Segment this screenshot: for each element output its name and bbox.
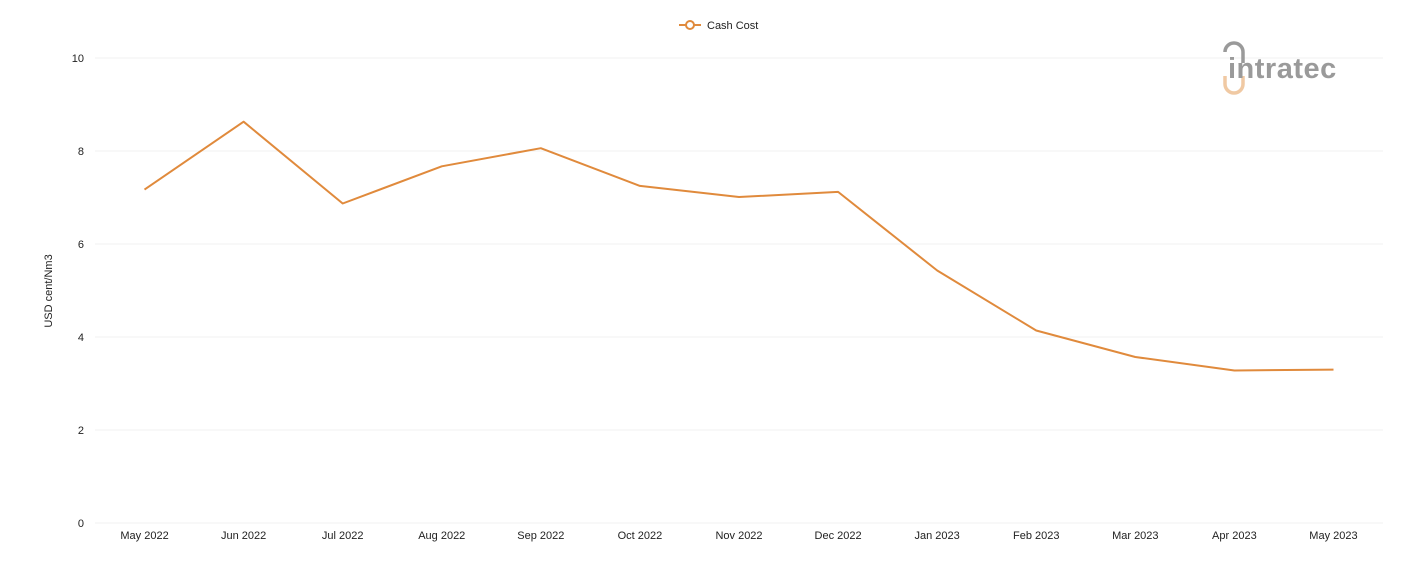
data-point[interactable] <box>931 265 943 277</box>
y-tick-label: 8 <box>78 146 84 158</box>
x-tick-label: Dec 2022 <box>815 530 862 542</box>
x-axis: May 2022 Jun 2022 Jul 2022 Aug 2022 Sep 2022… <box>120 530 1357 542</box>
data-point[interactable] <box>634 180 646 192</box>
legend[interactable]: Cash Cost <box>679 20 758 32</box>
data-point[interactable] <box>733 191 745 203</box>
legend-label: Cash Cost <box>707 20 758 32</box>
x-tick-label: Jan 2023 <box>915 530 960 542</box>
x-tick-label: Jun 2022 <box>221 530 266 542</box>
data-point[interactable] <box>832 186 844 198</box>
x-tick-label: Apr 2023 <box>1212 530 1257 542</box>
x-tick-label: Nov 2022 <box>715 530 762 542</box>
y-tick-label: 10 <box>72 53 84 65</box>
y-tick-label: 4 <box>78 332 84 344</box>
data-point[interactable] <box>436 160 448 172</box>
logo-text: intratec <box>1228 53 1337 85</box>
series-line-cash-cost[interactable] <box>143 120 1334 372</box>
logo-hook-icon <box>1223 76 1245 95</box>
legend-swatch-marker <box>685 20 695 30</box>
y-tick-label: 0 <box>78 518 84 530</box>
data-point[interactable] <box>1030 324 1042 336</box>
data-point[interactable] <box>139 184 151 196</box>
y-axis-title: USD cent/Nm3 <box>43 254 55 327</box>
grid-lines <box>95 57 1383 524</box>
x-tick-label: Aug 2022 <box>418 530 465 542</box>
x-tick-label: Mar 2023 <box>1112 530 1158 542</box>
x-tick-label: Sep 2022 <box>517 530 564 542</box>
logo-arc-icon <box>1223 41 1245 63</box>
data-point[interactable] <box>337 198 349 210</box>
x-tick-label: Feb 2023 <box>1013 530 1059 542</box>
x-tick-label: Oct 2022 <box>618 530 663 542</box>
x-tick-label: May 2023 <box>1309 530 1357 542</box>
data-point[interactable] <box>1129 351 1141 363</box>
data-point[interactable] <box>1327 364 1339 376</box>
y-axis: 0 2 4 6 8 10 <box>72 53 84 530</box>
y-tick-label: 2 <box>78 425 84 437</box>
data-point[interactable] <box>238 116 250 128</box>
x-tick-label: Jul 2022 <box>322 530 364 542</box>
x-tick-label: May 2022 <box>120 530 168 542</box>
series-layer <box>139 116 1339 376</box>
intratec-logo: intratec <box>1223 41 1337 95</box>
data-point[interactable] <box>535 142 547 154</box>
y-tick-label: 6 <box>78 239 84 251</box>
data-point[interactable] <box>1228 364 1240 376</box>
